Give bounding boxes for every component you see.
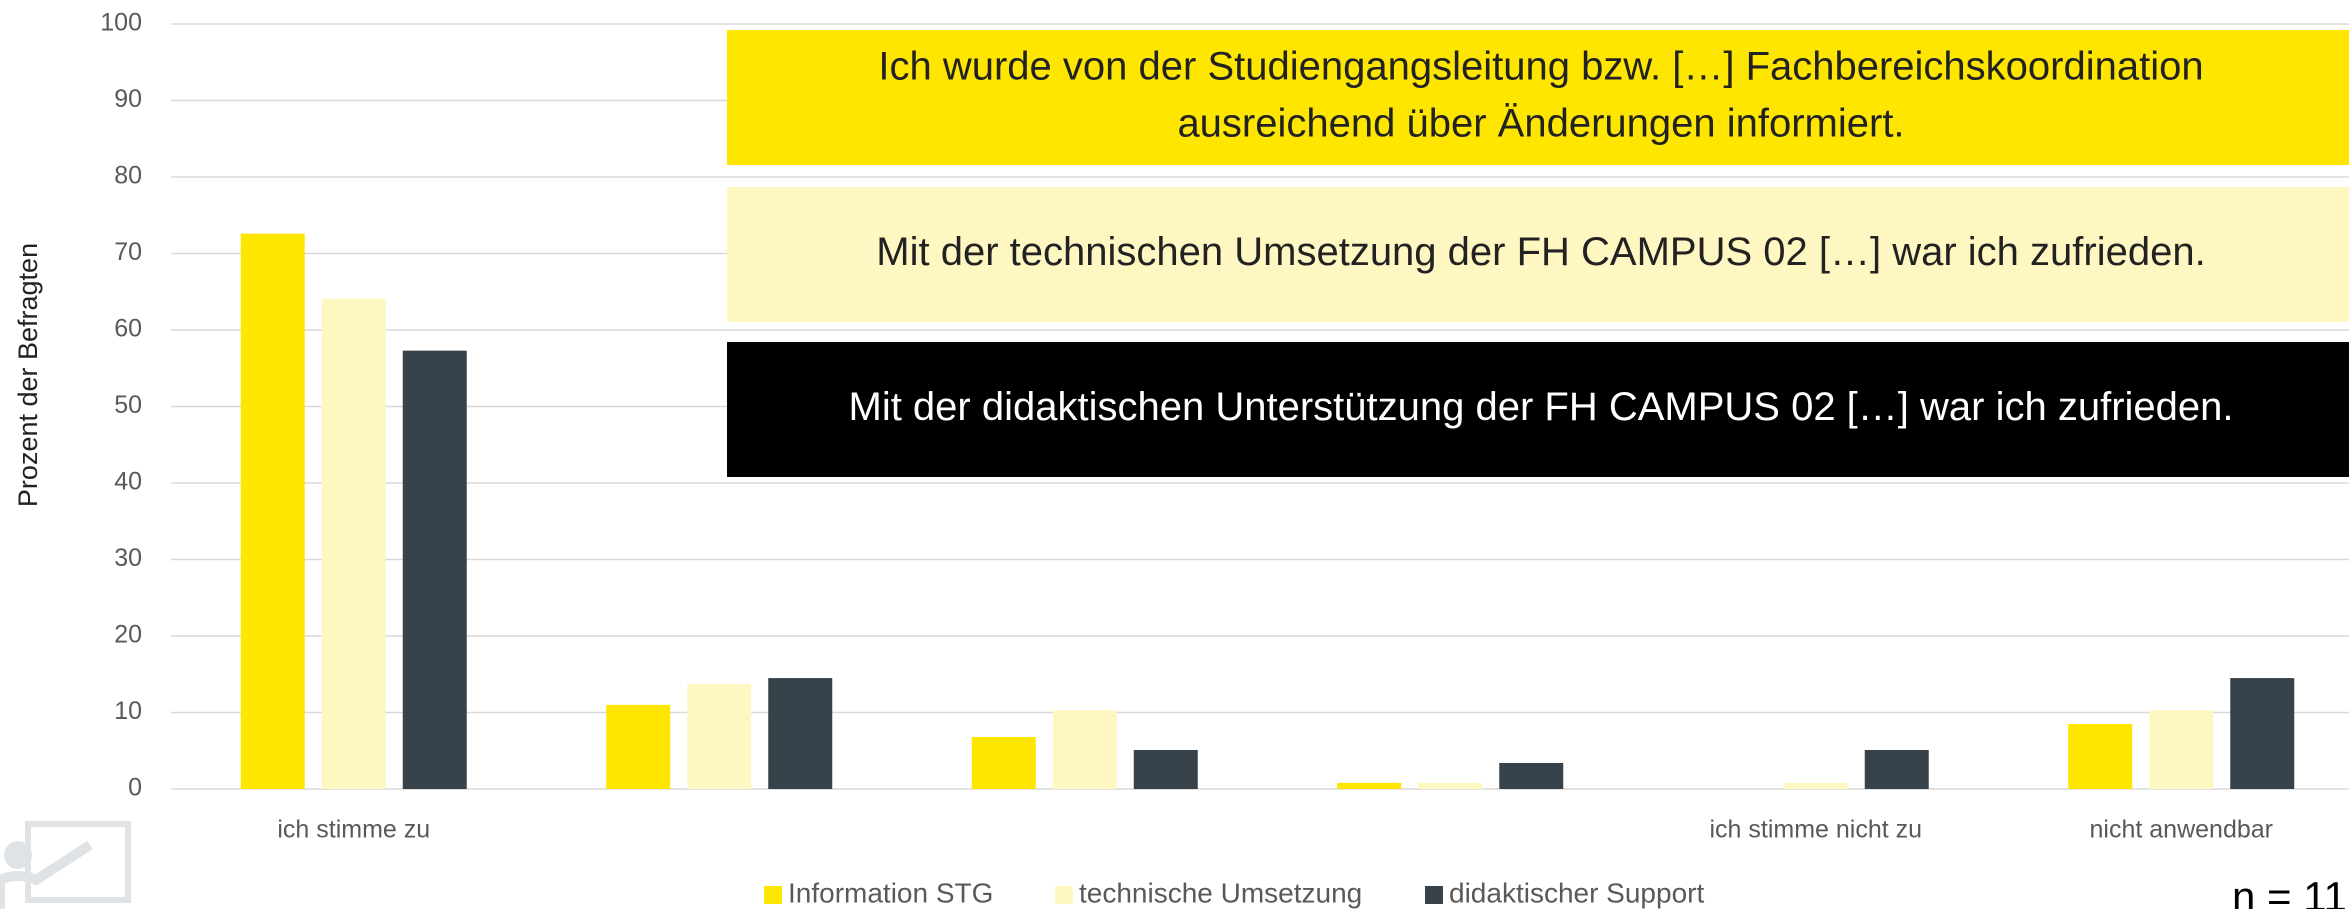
bar [2068, 723, 2133, 789]
sample-size: n = 117 [2232, 873, 2349, 909]
bar [1418, 782, 1483, 789]
bar [1864, 749, 1929, 789]
legend-label: Information STG [788, 877, 993, 908]
bar [606, 704, 671, 789]
y-tick-label: 0 [128, 774, 142, 802]
annotation-text: Ich wurde von der Studiengangsleitung bz… [878, 45, 2203, 89]
legend-label: didaktischer Support [1449, 877, 1704, 908]
bar [1783, 782, 1848, 789]
y-tick-label: 70 [114, 238, 142, 266]
legend-label: technische Umsetzung [1079, 877, 1362, 908]
bar [321, 298, 386, 789]
y-tick-label: 60 [114, 315, 142, 343]
bar [687, 684, 752, 789]
bar [2149, 710, 2214, 789]
y-tick-label: 100 [100, 9, 142, 37]
legend-swatch [764, 886, 782, 904]
annotation-box [727, 342, 2349, 477]
y-tick-label: 20 [114, 621, 142, 649]
legend-swatch [1425, 886, 1443, 904]
bar [402, 350, 467, 789]
bar [1052, 710, 1117, 789]
bar [1133, 749, 1198, 789]
bar [971, 736, 1036, 789]
y-tick-label: 50 [114, 391, 142, 419]
y-tick-label: 10 [114, 697, 142, 725]
annotation-text: Mit der didaktischen Unterstützung der F… [849, 385, 2234, 429]
x-tick-label: nicht anwendbar [2090, 816, 2273, 844]
presenter-icon [0, 821, 131, 909]
annotation-text: ausreichend über Änderungen informiert. [1177, 102, 1904, 146]
y-tick-label: 40 [114, 468, 142, 496]
bar [240, 233, 305, 790]
x-tick-label: ich stimme zu [277, 816, 430, 844]
annotation-box [727, 30, 2349, 165]
bar [1499, 762, 1564, 789]
x-tick-label: ich stimme nicht zu [1709, 816, 1922, 844]
annotation-text: Mit der technischen Umsetzung der FH CAM… [876, 230, 2205, 274]
legend-swatch [1055, 886, 1073, 904]
y-axis-label: Prozent der Befragten [13, 243, 43, 507]
y-tick-label: 90 [114, 85, 142, 113]
bar [768, 678, 833, 789]
bar [2230, 678, 2295, 789]
y-tick-label: 80 [114, 162, 142, 190]
bar [1337, 782, 1402, 789]
annotation-box [727, 187, 2349, 322]
y-tick-label: 30 [114, 544, 142, 572]
